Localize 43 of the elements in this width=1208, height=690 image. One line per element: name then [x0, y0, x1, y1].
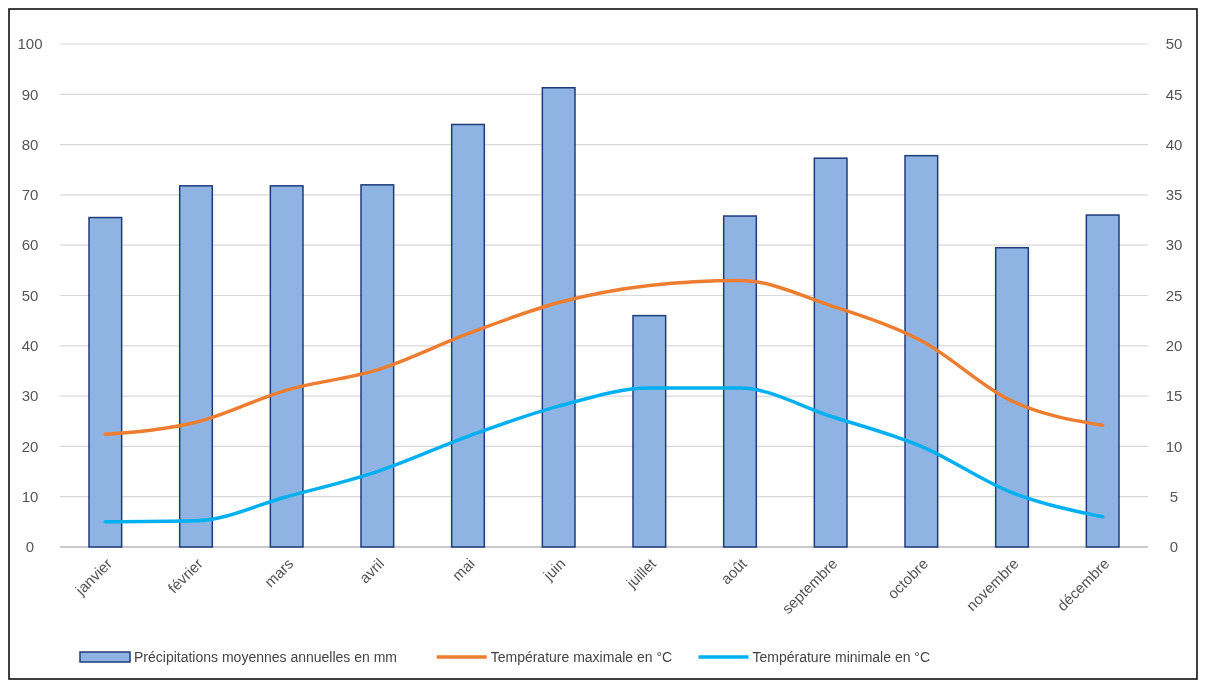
- y2-tick-label: 15: [1165, 387, 1183, 405]
- line-series: [103, 278, 1105, 437]
- y2-tick-label: 45: [1165, 85, 1183, 103]
- y2-tick-label: 25: [1165, 286, 1183, 304]
- y2-tick-label: 40: [1165, 135, 1183, 153]
- x-tick-label: avril: [355, 554, 388, 587]
- y-tick-label: 0: [25, 538, 35, 556]
- y-tick-label: 80: [21, 135, 39, 153]
- y2-tick-label: 5: [1169, 487, 1179, 505]
- bar: [269, 185, 304, 548]
- y-tick-label: 100: [17, 35, 43, 53]
- y-tick-label: 50: [21, 286, 39, 304]
- legend-label: Température minimale en °C: [752, 649, 931, 665]
- legend-label: Température maximale en °C: [490, 649, 673, 665]
- y-tick-label: 10: [21, 487, 39, 505]
- x-tick-label: juin: [539, 554, 569, 585]
- y-tick-label: 40: [21, 337, 39, 355]
- bar: [994, 246, 1030, 548]
- bar: [813, 157, 848, 548]
- y2-tick-label: 35: [1165, 186, 1183, 204]
- bar: [450, 123, 486, 548]
- y-tick-label: 30: [21, 387, 39, 405]
- bar: [904, 154, 939, 548]
- y2-tick-label: 50: [1165, 35, 1183, 53]
- x-tick-label: août: [717, 554, 751, 588]
- bar: [722, 215, 758, 548]
- bar: [178, 185, 214, 548]
- x-tick-label: mai: [448, 554, 478, 584]
- line-series: [103, 386, 1105, 524]
- y2-tick-label: 0: [1169, 538, 1179, 556]
- y2-tick-label: 10: [1165, 437, 1183, 455]
- bar: [632, 314, 667, 548]
- y-tick-label: 90: [21, 85, 39, 103]
- bar: [360, 184, 395, 548]
- bar: [88, 216, 123, 548]
- bar: [541, 87, 576, 548]
- y2-tick-label: 30: [1165, 236, 1183, 254]
- bar: [1085, 214, 1120, 548]
- y-tick-label: 20: [21, 437, 39, 455]
- legend-label: Précipitations moyennes annuelles en mm: [134, 649, 398, 665]
- y-tick-label: 70: [21, 186, 39, 204]
- y-tick-label: 60: [21, 236, 39, 254]
- y2-tick-label: 20: [1165, 337, 1183, 355]
